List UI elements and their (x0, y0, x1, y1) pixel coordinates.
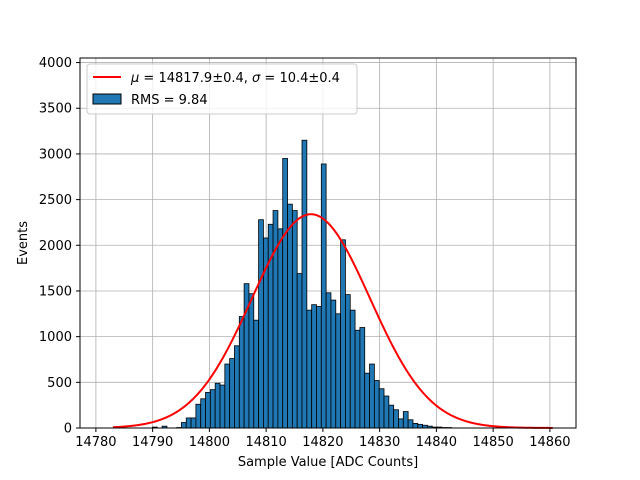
histogram-bar (181, 422, 187, 429)
histogram-bar (320, 163, 327, 429)
histogram-bar (407, 419, 414, 429)
y-tick-label: 1000 (39, 330, 72, 345)
histogram-bar (383, 395, 390, 429)
x-tick-label: 14850 (472, 435, 513, 450)
histogram-bar (185, 417, 192, 429)
histogram-bar (214, 382, 221, 429)
histogram-bar (272, 210, 279, 429)
x-tick-label: 14810 (245, 435, 286, 450)
histogram-bar (311, 304, 317, 429)
histogram-bar (393, 409, 399, 429)
histogram-bar (219, 384, 226, 429)
histogram-bar (277, 228, 284, 429)
histogram-bar (253, 319, 259, 429)
histogram-bar (335, 313, 341, 429)
histogram-bar (287, 203, 293, 429)
histogram-bar (301, 139, 308, 429)
histogram-bar (402, 411, 409, 429)
legend: μ = 14817.9±0.4, σ = 10.4±0.4 RMS = 9.84 (86, 63, 358, 115)
histogram-bar (195, 403, 202, 429)
histogram-bar (282, 158, 288, 429)
legend-mu-value: = 14817.9±0.4, (139, 71, 252, 86)
legend-histogram-swatch (92, 93, 122, 105)
histogram-bar (412, 423, 419, 429)
histogram-bar (224, 363, 231, 429)
histogram-bar (306, 309, 313, 429)
legend-sigma-symbol: σ (252, 71, 261, 86)
gaussian-fit-curve (112, 213, 553, 429)
x-axis-ticks: 14780 14790 14800 14810 14820 14830 14840 14850… (75, 428, 571, 450)
histogram-bar (234, 345, 240, 429)
y-axis-ticks: 0 500 1000 1500 2000 2500 3000 3500 4000 (39, 56, 80, 437)
histogram-bar (209, 389, 216, 429)
plot-frame (79, 57, 577, 429)
y-tick-label: 0 (64, 422, 72, 437)
histogram-bar (238, 316, 245, 429)
y-tick-label: 4000 (39, 56, 72, 71)
histogram-bar (325, 292, 332, 429)
x-tick-label: 14780 (75, 435, 116, 450)
histogram-bar (205, 391, 211, 429)
histogram-bar (345, 294, 351, 429)
histogram-bar (330, 299, 337, 429)
histogram-bar (378, 388, 385, 429)
histogram-bar (248, 293, 255, 429)
histogram-bar (354, 329, 361, 429)
histogram-bar (200, 398, 206, 429)
histogram-bar (359, 327, 366, 429)
histogram-bar (258, 219, 264, 429)
x-tick-label: 14800 (189, 435, 230, 450)
x-tick-label: 14840 (416, 435, 457, 450)
y-tick-label: 1500 (39, 284, 72, 299)
histogram-bar (190, 417, 197, 429)
histogram-bar (398, 418, 404, 429)
legend-histogram-label: RMS = 9.84 (131, 93, 208, 108)
x-axis-label: Sample Value [ADC Counts] (238, 455, 418, 470)
histogram-bar (369, 363, 375, 429)
y-axis-label: Events (16, 221, 31, 265)
x-tick-label: 14790 (132, 435, 173, 450)
histogram-bar (373, 380, 380, 429)
legend-sigma-value: = 10.4±0.4 (260, 71, 340, 86)
histogram-bars (152, 139, 452, 429)
histogram-bar (296, 273, 303, 429)
y-tick-label: 2000 (39, 239, 72, 254)
histogram-bar (340, 239, 346, 429)
x-tick-label: 14830 (359, 435, 400, 450)
y-tick-label: 3500 (39, 102, 72, 117)
histogram-bar (388, 404, 395, 429)
histogram-bar (349, 309, 356, 429)
legend-box (86, 63, 358, 115)
histogram-bar (364, 372, 370, 429)
histogram-bar (291, 210, 298, 429)
histogram-bar (417, 423, 424, 429)
y-tick-label: 500 (47, 376, 72, 391)
histogram-bar (316, 306, 322, 429)
x-tick-label: 14820 (302, 435, 343, 450)
legend-mu-symbol: μ (130, 71, 139, 86)
x-tick-label: 14860 (529, 435, 570, 450)
y-tick-label: 3000 (39, 147, 72, 162)
histogram-bar (229, 358, 235, 429)
legend-fit-label: μ = 14817.9±0.4, σ = 10.4±0.4 (130, 71, 340, 86)
y-tick-label: 2500 (39, 193, 72, 208)
